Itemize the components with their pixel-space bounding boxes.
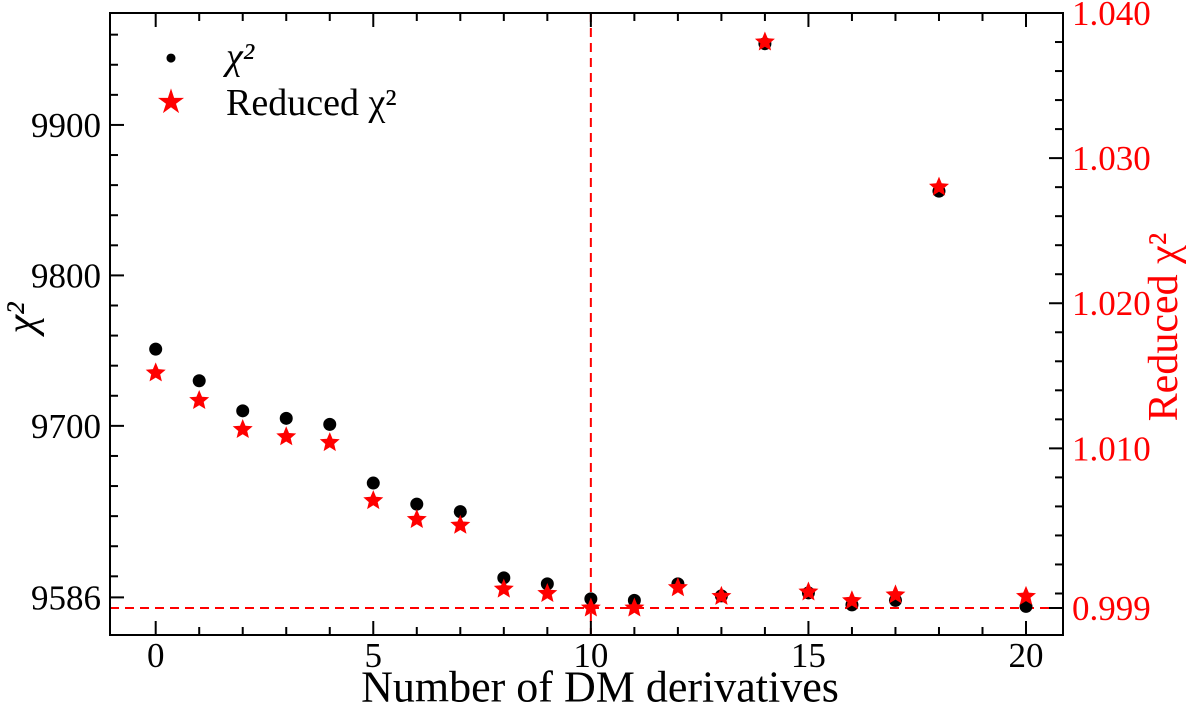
right-axis-title: Reduced χ²: [1141, 232, 1187, 422]
legend-item-chi2: ● χ²: [146, 34, 397, 80]
svg-text:9800: 9800: [31, 256, 101, 295]
svg-text:5: 5: [365, 636, 383, 675]
svg-text:0: 0: [147, 636, 165, 675]
x-axis-title: Number of DM derivatives: [361, 662, 839, 708]
svg-text:1.010: 1.010: [1072, 429, 1151, 468]
legend: ● χ² ★ Reduced χ²: [146, 34, 397, 126]
star-marker-icon: ★: [155, 84, 187, 121]
svg-text:20: 20: [1009, 636, 1044, 675]
svg-text:10: 10: [573, 636, 608, 675]
left-axis-title: χ²: [0, 302, 45, 334]
svg-text:0.999: 0.999: [1072, 589, 1151, 628]
svg-text:1.030: 1.030: [1072, 139, 1151, 178]
svg-text:1.020: 1.020: [1072, 284, 1151, 323]
legend-label-reduced-chi2: Reduced χ²: [226, 82, 397, 124]
svg-text:15: 15: [791, 636, 826, 675]
svg-text:9700: 9700: [31, 407, 101, 446]
svg-text:9900: 9900: [31, 106, 101, 145]
circle-marker-icon: ●: [164, 44, 178, 69]
svg-text:9586: 9586: [31, 578, 101, 617]
legend-label-chi2: χ²: [226, 36, 255, 78]
svg-text:1.040: 1.040: [1072, 0, 1151, 33]
legend-item-reduced-chi2: ★ Reduced χ²: [146, 80, 397, 126]
